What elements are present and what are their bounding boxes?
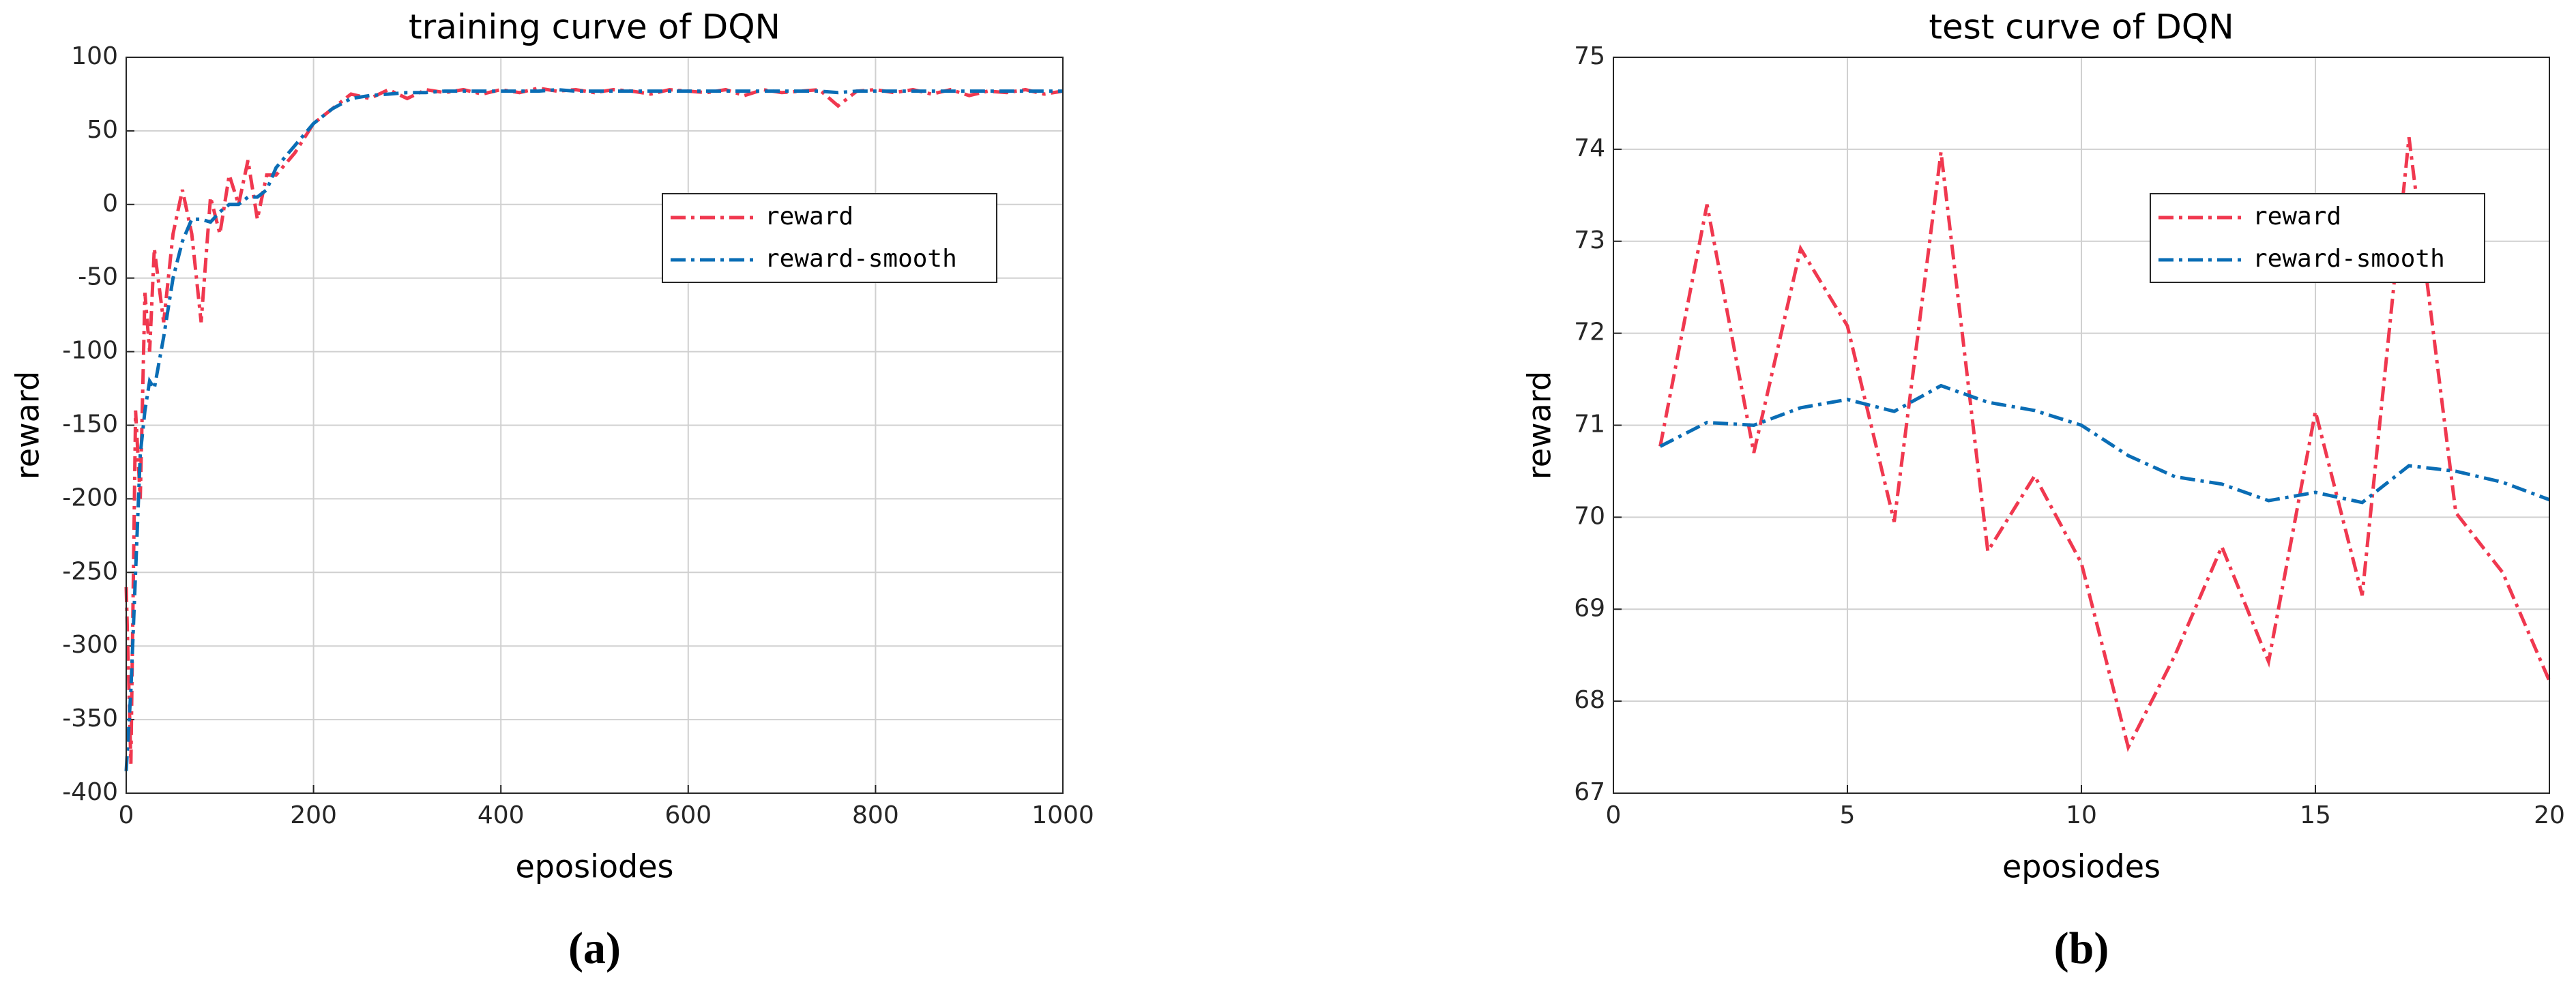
y-tick-label: 72: [1574, 318, 1605, 346]
data-line: [124, 86, 1064, 764]
legend-label: reward: [2253, 203, 2341, 231]
legend-label: reward-smooth: [2253, 245, 2445, 273]
y-tick-label: -100: [62, 337, 118, 365]
chart-title: training curve of DQN: [409, 8, 780, 47]
y-tick-label: 75: [1574, 42, 1605, 70]
y-tick-label: 100: [71, 42, 118, 70]
y-tick-label: 73: [1574, 226, 1605, 254]
y-tick-label: -400: [62, 778, 118, 806]
y-tick-label: 50: [87, 116, 118, 144]
legend-box: [2150, 193, 2485, 283]
x-tick-label: 20: [2534, 801, 2565, 829]
y-tick-label: 70: [1574, 502, 1605, 530]
plot-frame: [126, 57, 1064, 794]
y-axis-label: reward: [10, 371, 46, 479]
x-tick-label: 0: [119, 801, 134, 829]
x-tick-label: 200: [290, 801, 337, 829]
y-axis-label: reward: [1521, 371, 1558, 479]
x-tick-label: 15: [2300, 801, 2331, 829]
legend-label: reward: [765, 203, 853, 231]
caption: (a): [568, 923, 621, 973]
data-line: [1659, 383, 2550, 505]
x-axis-label: eposiodes: [516, 848, 674, 885]
y-tick-label: -50: [78, 263, 118, 291]
x-tick-label: 1000: [1031, 801, 1094, 829]
x-axis-label: eposiodes: [2002, 848, 2161, 885]
chart-title: test curve of DQN: [1929, 8, 2234, 47]
plot-frame: [1613, 57, 2550, 794]
y-tick-label: -300: [62, 631, 118, 659]
y-tick-label: -150: [62, 411, 118, 439]
caption: (b): [2054, 923, 2109, 973]
y-tick-label: -250: [62, 557, 118, 585]
y-tick-label: 0: [102, 190, 118, 218]
y-tick-label: -350: [62, 705, 118, 732]
legend-box: [662, 193, 997, 283]
x-tick-label: 0: [1606, 801, 1622, 829]
x-tick-label: 400: [478, 801, 525, 829]
y-tick-label: 69: [1574, 594, 1605, 622]
legend-label: reward-smooth: [765, 245, 957, 273]
x-tick-label: 5: [1840, 801, 1856, 829]
y-tick-label: 71: [1574, 411, 1605, 439]
y-tick-label: -200: [62, 484, 118, 512]
y-tick-label: 74: [1574, 134, 1605, 162]
y-tick-label: 68: [1574, 686, 1605, 714]
x-tick-label: 600: [664, 801, 712, 829]
x-tick-label: 10: [2066, 801, 2097, 829]
x-tick-label: 800: [852, 801, 899, 829]
y-tick-label: 67: [1574, 778, 1605, 806]
